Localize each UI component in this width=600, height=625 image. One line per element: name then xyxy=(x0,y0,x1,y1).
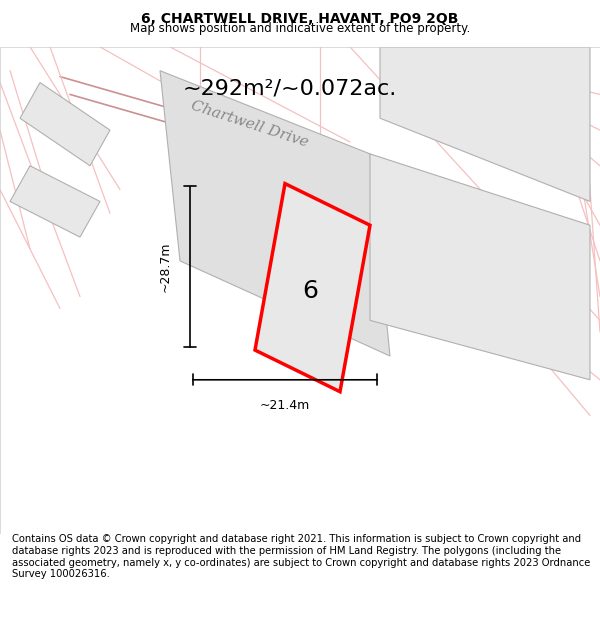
Text: 6: 6 xyxy=(302,279,318,302)
Polygon shape xyxy=(160,71,390,356)
Text: ~21.4m: ~21.4m xyxy=(260,399,310,412)
Polygon shape xyxy=(10,166,100,237)
Polygon shape xyxy=(380,47,590,201)
Text: ~292m²/~0.072ac.: ~292m²/~0.072ac. xyxy=(183,79,397,99)
Polygon shape xyxy=(370,154,590,380)
Text: ~28.7m: ~28.7m xyxy=(159,242,172,292)
Polygon shape xyxy=(20,82,110,166)
Text: Contains OS data © Crown copyright and database right 2021. This information is : Contains OS data © Crown copyright and d… xyxy=(12,534,590,579)
Polygon shape xyxy=(255,184,370,392)
Text: Map shows position and indicative extent of the property.: Map shows position and indicative extent… xyxy=(130,22,470,35)
Text: 6, CHARTWELL DRIVE, HAVANT, PO9 2QB: 6, CHARTWELL DRIVE, HAVANT, PO9 2QB xyxy=(142,12,458,26)
Text: Chartwell Drive: Chartwell Drive xyxy=(190,99,310,150)
